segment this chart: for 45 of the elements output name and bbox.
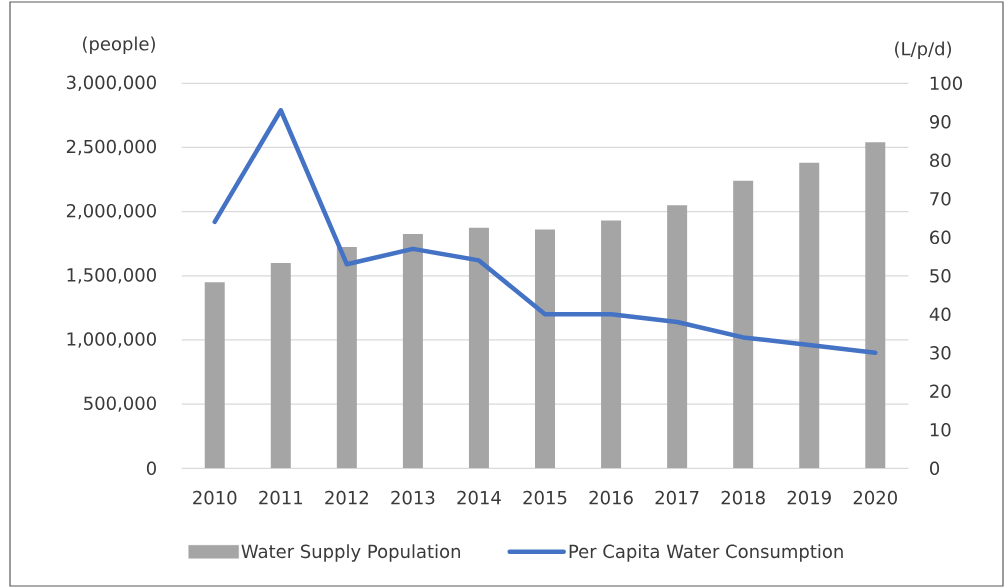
- line-series: [212, 108, 878, 356]
- y2-tick-label: 50: [930, 268, 951, 283]
- legend-label: Water Supply Population: [241, 544, 460, 562]
- y2-tick-label: 10: [930, 422, 951, 437]
- y-tick-label: 2,500,000: [66, 139, 156, 156]
- y-tick-label: 1,000,000: [67, 332, 156, 348]
- y2-tick-label: 60: [930, 230, 951, 245]
- y2-tick-label: 90: [929, 114, 951, 129]
- bar: [733, 180, 754, 469]
- bar: [601, 220, 622, 469]
- bar: [468, 227, 489, 469]
- x-tick-label: 2012: [325, 490, 368, 505]
- bar: [667, 205, 688, 469]
- x-tick-label: 2020: [853, 490, 897, 505]
- y-axis-title: (people): [82, 36, 155, 55]
- y-tick-label: 3,000,000: [66, 75, 156, 92]
- bar: [204, 282, 225, 469]
- x-tick-label: 2017: [655, 490, 699, 505]
- y-tick-label: 2,000,000: [66, 203, 156, 220]
- y-tick-label: 1,500,000: [67, 268, 156, 284]
- y2-tick-label: 40: [929, 307, 951, 322]
- y2-tick-label: 70: [930, 191, 951, 206]
- y2-axis-title: (L/p/d): [895, 41, 952, 60]
- x-tick-label: 2018: [721, 490, 765, 505]
- x-tick-label: 2016: [589, 490, 633, 505]
- x-tick-label: 2013: [391, 490, 435, 505]
- y2-tick-label: 80: [930, 153, 951, 168]
- y2-tick-label: 30: [930, 345, 951, 360]
- y2-tick-label: 20: [930, 384, 951, 399]
- bar: [270, 262, 291, 469]
- x-tick-label: 2010: [193, 490, 237, 505]
- y-tick-label: 0: [146, 461, 156, 476]
- legend-label: Per Capita Water Consumption: [569, 544, 843, 562]
- bar: [799, 162, 820, 469]
- x-tick-label: 2014: [457, 490, 501, 505]
- y2-tick-label: 0: [930, 461, 940, 476]
- y-tick-label: 500,000: [84, 396, 156, 412]
- x-tick-label: 2015: [523, 490, 567, 505]
- bar: [402, 234, 423, 469]
- bar: [336, 246, 357, 469]
- bar: [535, 229, 555, 469]
- x-tick-label: 2019: [787, 490, 831, 505]
- y2-tick-label: 100: [930, 76, 962, 91]
- x-tick-label: 2011: [259, 490, 303, 505]
- bar: [865, 142, 886, 469]
